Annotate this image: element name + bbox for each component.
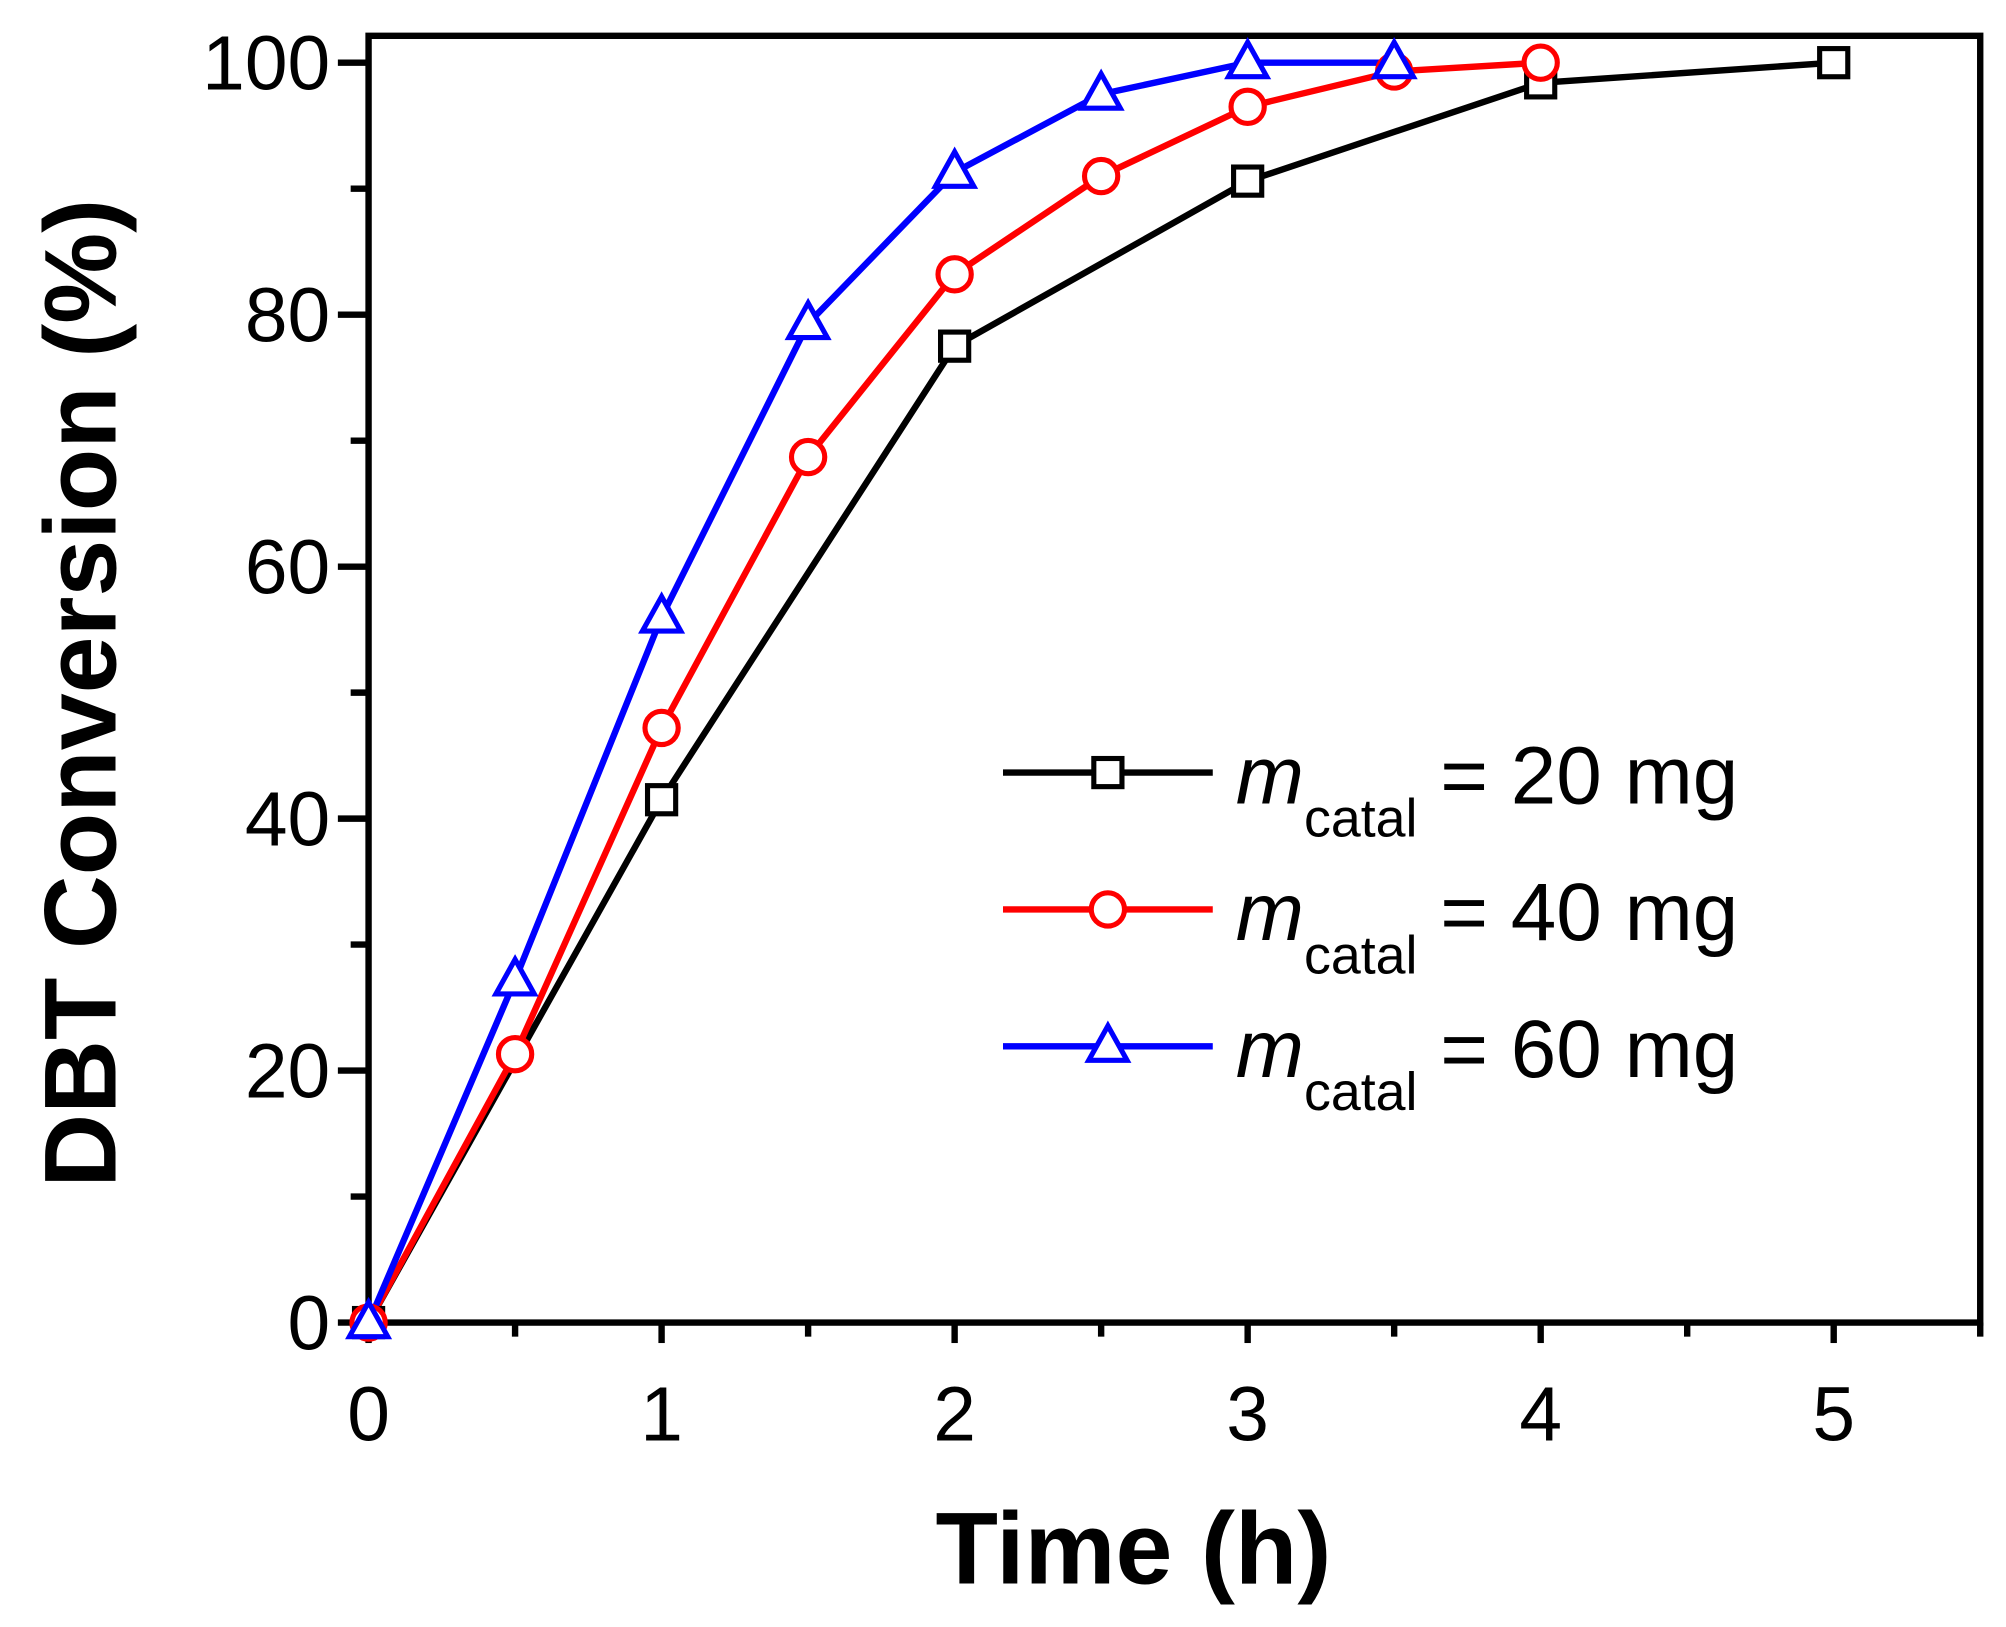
legend-label: mcatal = 20 mg (1236, 730, 1739, 848)
circle-marker (1521, 43, 1560, 82)
triangle-marker (491, 954, 539, 997)
x-tick-label: 0 (347, 1372, 390, 1457)
plot-frame (365, 32, 1984, 1326)
circle-marker (788, 437, 828, 477)
series-line-1 (365, 59, 1834, 1325)
x-tick-label: 1 (640, 1372, 683, 1457)
y-tick-label: 100 (202, 22, 330, 107)
x-tick-label: 4 (1519, 1372, 1562, 1457)
circle-marker (935, 255, 974, 294)
square-marker (1817, 46, 1851, 80)
axes: 0 1 2 3 4 5 0 20 40 60 80 100 (202, 22, 1984, 1457)
triangle-marker (784, 297, 832, 341)
legend: mcatal = 20 mg mcatal = 40 mg mcatal = 60 … (1003, 730, 1738, 1122)
series-group (345, 36, 1851, 1342)
series-line-2 (365, 59, 1541, 1325)
legend-label: mcatal = 60 mg (1236, 1004, 1739, 1122)
triangle-marker (1224, 36, 1272, 80)
square-marker (937, 329, 972, 363)
triangle-marker (1370, 36, 1418, 80)
y-axis-label: DBT Conversion (%) (22, 199, 137, 1188)
x-tick-label: 5 (1812, 1372, 1855, 1457)
y-tick-label: 20 (245, 1029, 330, 1114)
circle-marker (1088, 890, 1128, 929)
square-marker (1091, 755, 1125, 790)
triangle-marker (1077, 68, 1125, 111)
circle-marker (1081, 156, 1121, 196)
x-tick-label: 2 (933, 1372, 976, 1457)
series-line-3 (365, 59, 1395, 1324)
x-axis-label: Time (h) (935, 1491, 1331, 1606)
triangle-marker (345, 1296, 393, 1340)
triangle-marker (638, 591, 686, 634)
y-tick-label: 80 (245, 274, 330, 359)
triangle-marker (931, 146, 979, 189)
square-marker (644, 783, 679, 817)
circle-marker (642, 708, 681, 748)
x-tick-label: 3 (1226, 1372, 1269, 1457)
circle-marker (1228, 87, 1267, 126)
y-tick-label: 40 (245, 777, 330, 862)
circle-marker (495, 1035, 535, 1074)
triangle-marker (1084, 1020, 1132, 1063)
y-tick-label: 60 (245, 525, 330, 610)
legend-label: mcatal = 40 mg (1236, 867, 1739, 985)
square-marker (1231, 164, 1265, 198)
y-tick-label: 0 (288, 1281, 331, 1366)
